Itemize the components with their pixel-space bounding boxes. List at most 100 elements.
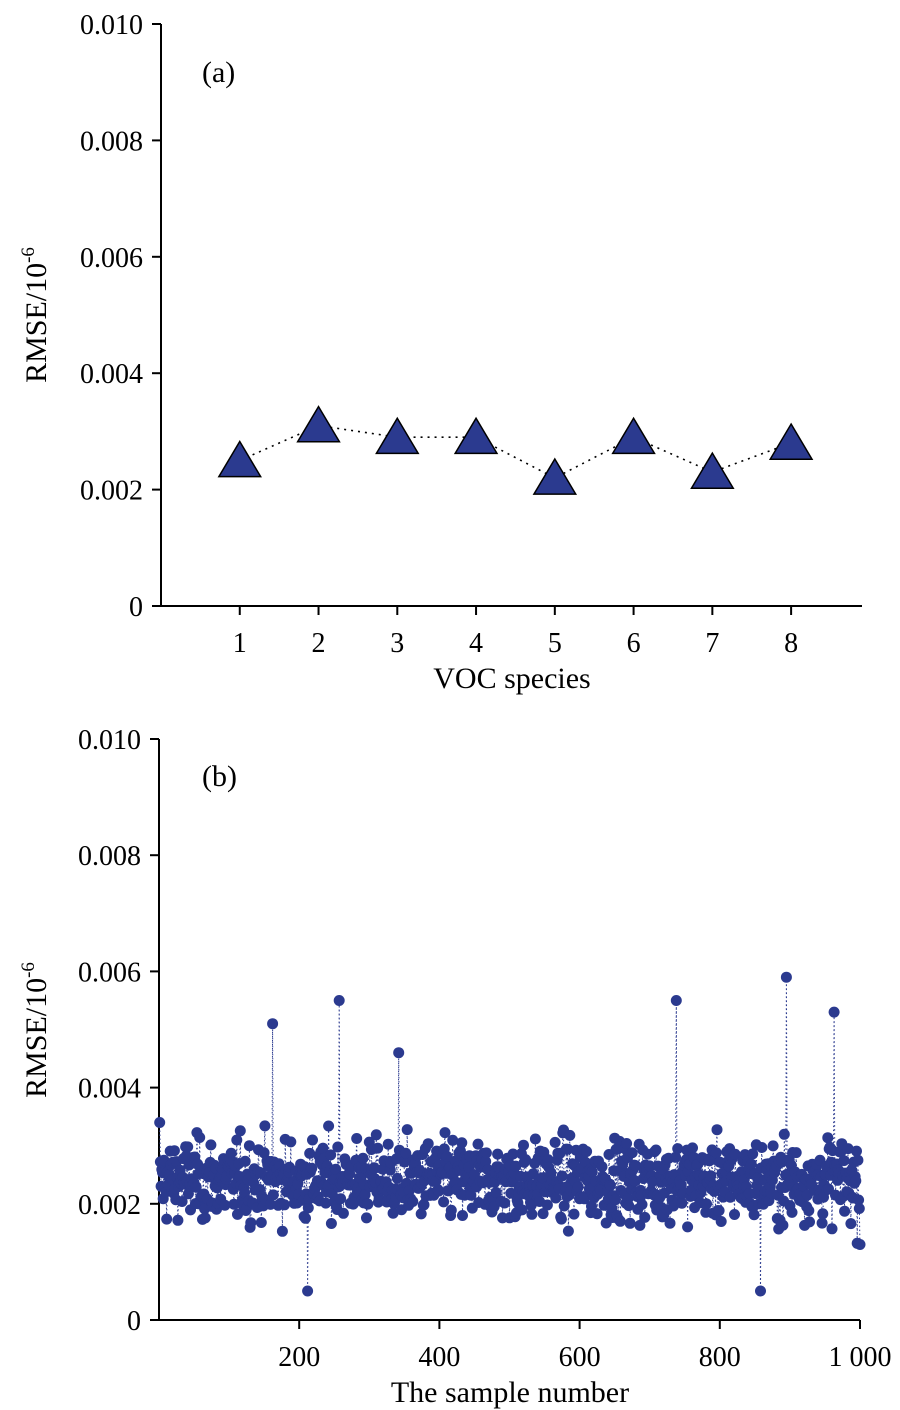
y-ticks: 0 0.002 0.004 0.006 0.008 0.010 <box>78 725 159 1337</box>
data-point-circle <box>838 1155 850 1167</box>
data-point-circle <box>401 1124 413 1136</box>
y-tick-label: 0.006 <box>80 243 143 274</box>
x-axis-label: VOC species <box>433 662 590 695</box>
y-tick-label: 0.002 <box>80 476 143 507</box>
data-point-circle <box>239 1155 251 1167</box>
data-point-circle <box>586 1200 597 1212</box>
data-point-circle <box>596 1161 608 1173</box>
x-tick-label: 1 <box>233 628 247 659</box>
data-point-triangle <box>532 457 578 495</box>
data-point-circle <box>176 1196 188 1207</box>
data-point-circle <box>351 1133 363 1144</box>
data-point-circle <box>400 1147 412 1159</box>
data-point-circle <box>687 1142 698 1154</box>
x-tick-label: 3 <box>390 628 404 659</box>
data-point-circle <box>359 1189 371 1201</box>
y-tick-label: 0 <box>129 592 143 623</box>
x-tick-label: 4 <box>469 628 483 659</box>
data-point-circle <box>562 1143 574 1155</box>
data-point-circle <box>368 1162 380 1174</box>
x-tick-label: 6 <box>627 628 641 659</box>
panel-label: (a) <box>202 56 235 89</box>
data-point-circle <box>711 1124 723 1136</box>
data-point-circle <box>713 1205 725 1217</box>
data-point-circle <box>676 1197 688 1209</box>
data-point-circle <box>564 1129 576 1141</box>
data-point-circle <box>804 1216 815 1228</box>
data-point-circle <box>537 1208 549 1220</box>
data-point-circle <box>433 1185 445 1197</box>
data-point-circle <box>306 1162 318 1174</box>
data-point-circle <box>357 1152 369 1164</box>
panel-label: (b) <box>202 760 237 793</box>
data-point-circle <box>422 1138 434 1150</box>
data-point-circle <box>520 1154 532 1166</box>
data-point-circle <box>624 1217 636 1229</box>
data-point-circle <box>302 1285 314 1297</box>
data-point-circle <box>675 1179 687 1191</box>
data-point-circle <box>629 1175 641 1187</box>
data-point-circle <box>854 1239 866 1250</box>
data-point-circle <box>320 1197 332 1209</box>
data-point-circle <box>630 1160 642 1172</box>
x-tick-label: 2 <box>312 628 326 659</box>
data-point-circle <box>715 1216 727 1227</box>
x-tick-label: 5 <box>548 628 562 659</box>
data-point-circle <box>205 1139 217 1151</box>
data-point-circle <box>777 1219 789 1231</box>
data-point-circle <box>370 1129 382 1141</box>
data-point-circle <box>623 1200 635 1212</box>
data-point-circle <box>276 1225 288 1237</box>
data-point-circle <box>300 1212 311 1224</box>
data-point-circle <box>745 1158 757 1170</box>
data-point-circle <box>154 1117 166 1128</box>
data-point-circle <box>192 1158 204 1170</box>
data-point-circle <box>382 1138 394 1150</box>
data-point-circle <box>729 1209 740 1220</box>
data-point-circle <box>670 995 682 1006</box>
x-tick-label: 600 <box>559 1342 601 1373</box>
data-point-circle <box>362 1198 374 1210</box>
data-point-circle <box>255 1217 267 1228</box>
data-point-circle <box>232 1208 243 1220</box>
data-point-circle <box>636 1199 648 1210</box>
data-point-circle <box>457 1210 468 1221</box>
data-point-circle <box>842 1143 854 1155</box>
data-point-circle <box>445 1204 457 1216</box>
data-point-circle <box>441 1151 453 1162</box>
data-point-circle <box>853 1203 865 1214</box>
data-point-circle <box>780 971 792 983</box>
data-point-circle <box>747 1148 759 1160</box>
data-point-triangle <box>296 405 341 443</box>
data-point-circle <box>439 1127 451 1139</box>
data-point-triangle <box>375 416 420 455</box>
y-tick-label: 0.008 <box>80 126 143 157</box>
data-point-circle <box>243 1140 255 1152</box>
data-point-circle <box>194 1132 206 1143</box>
y-axis-label-base: RMSE/10 <box>20 978 53 1098</box>
data-point-circle <box>507 1148 519 1160</box>
data-point-circle <box>604 1180 616 1191</box>
series-line <box>159 977 861 1292</box>
data-point-circle <box>393 1047 405 1059</box>
data-point-circle <box>307 1134 318 1146</box>
data-point-circle <box>828 1006 840 1018</box>
data-point-circle <box>756 1142 768 1153</box>
data-point-circle <box>853 1194 865 1206</box>
x-tick-label: 800 <box>699 1342 741 1373</box>
data-point-circle <box>304 1147 316 1159</box>
data-point-circle <box>639 1211 651 1223</box>
y-tick-label: 0.006 <box>78 957 141 988</box>
y-axis-label-base: RMSE/10 <box>20 263 53 383</box>
data-point-circle <box>555 1213 567 1225</box>
data-point-circle <box>634 1219 646 1231</box>
y-axis-label: RMSE/10-6 <box>18 247 53 383</box>
panel-b: 0 0.002 0.004 0.006 0.008 0.010 200 400 600 800 1… <box>18 725 892 1409</box>
data-point-circle <box>332 1141 344 1153</box>
x-tick-label: 8 <box>784 628 798 659</box>
data-point-circle <box>323 1120 335 1132</box>
data-point-circle <box>199 1212 211 1224</box>
data-point-circle <box>778 1128 790 1140</box>
data-points <box>217 405 814 495</box>
